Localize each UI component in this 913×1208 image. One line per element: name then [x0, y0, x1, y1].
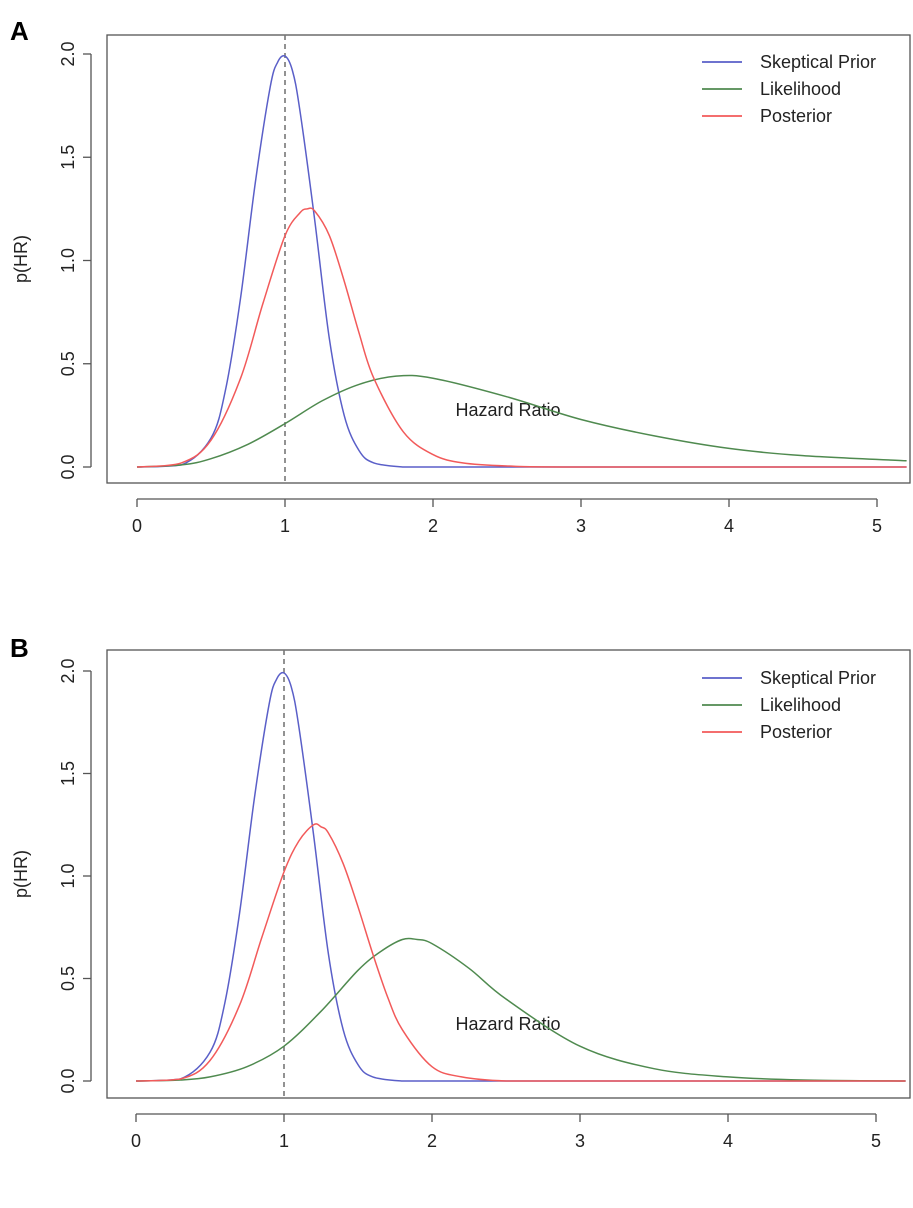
series-line-skeptical-prior — [136, 54, 907, 468]
legend-label-posterior: Posterior — [760, 722, 832, 742]
x-axis-title: Hazard Ratio — [455, 400, 560, 420]
legend-label-likelihood: Likelihood — [760, 695, 841, 715]
x-tick-label: 3 — [575, 1131, 585, 1151]
chart-panel-a: A 0 1 2 3 4 5 0.0 0.5 1.0 1.5 2.0 Hazard Ratio p(HR) S… — [10, 16, 911, 536]
y-tick-label: 1.0 — [58, 248, 78, 273]
x-tick-label: 2 — [428, 516, 438, 536]
series-line-skeptical-prior — [135, 671, 906, 1082]
legend-label-posterior: Posterior — [760, 106, 832, 126]
y-tick-label: 0.0 — [58, 454, 78, 479]
legend: Skeptical Prior Likelihood Posterior — [702, 668, 876, 742]
y-tick-label: 2.0 — [58, 658, 78, 683]
y-tick-label: 1.0 — [58, 863, 78, 888]
plot-frame — [106, 34, 911, 484]
legend-label-skeptical-prior: Skeptical Prior — [760, 668, 876, 688]
x-tick-label: 0 — [132, 516, 142, 536]
series-line-posterior — [135, 823, 906, 1082]
y-tick-label: 0.5 — [58, 966, 78, 991]
y-tick-label: 1.5 — [58, 761, 78, 786]
y-tick-label: 0.5 — [58, 351, 78, 376]
plot-area — [135, 671, 906, 1082]
x-tick-label: 4 — [723, 1131, 733, 1151]
y-tick-label: 2.0 — [58, 41, 78, 66]
x-tick-label: 1 — [280, 516, 290, 536]
chart-panel-b: B 0 1 2 3 4 5 0.0 0.5 1.0 1.5 2.0 Hazard Ratio p(HR) S… — [10, 633, 911, 1151]
x-tick-label: 4 — [724, 516, 734, 536]
x-axis-title: Hazard Ratio — [455, 1014, 560, 1034]
y-tick-label: 0.0 — [58, 1068, 78, 1093]
x-tick-label: 5 — [872, 516, 882, 536]
plot-frame — [106, 649, 911, 1099]
plot-area — [136, 54, 907, 468]
y-axis-title: p(HR) — [11, 850, 31, 898]
series-line-likelihood — [136, 374, 907, 468]
legend-label-skeptical-prior: Skeptical Prior — [760, 52, 876, 72]
x-tick-label: 3 — [576, 516, 586, 536]
panel-letter: B — [10, 633, 29, 663]
legend: Skeptical Prior Likelihood Posterior — [702, 52, 876, 126]
x-tick-label: 1 — [279, 1131, 289, 1151]
series-line-posterior — [136, 207, 907, 468]
x-tick-label: 0 — [131, 1131, 141, 1151]
x-tick-label: 5 — [871, 1131, 881, 1151]
legend-label-likelihood: Likelihood — [760, 79, 841, 99]
series-line-likelihood — [135, 937, 906, 1082]
y-axis-title: p(HR) — [11, 235, 31, 283]
x-tick-label: 2 — [427, 1131, 437, 1151]
panel-letter: A — [10, 16, 29, 46]
y-tick-label: 1.5 — [58, 145, 78, 170]
